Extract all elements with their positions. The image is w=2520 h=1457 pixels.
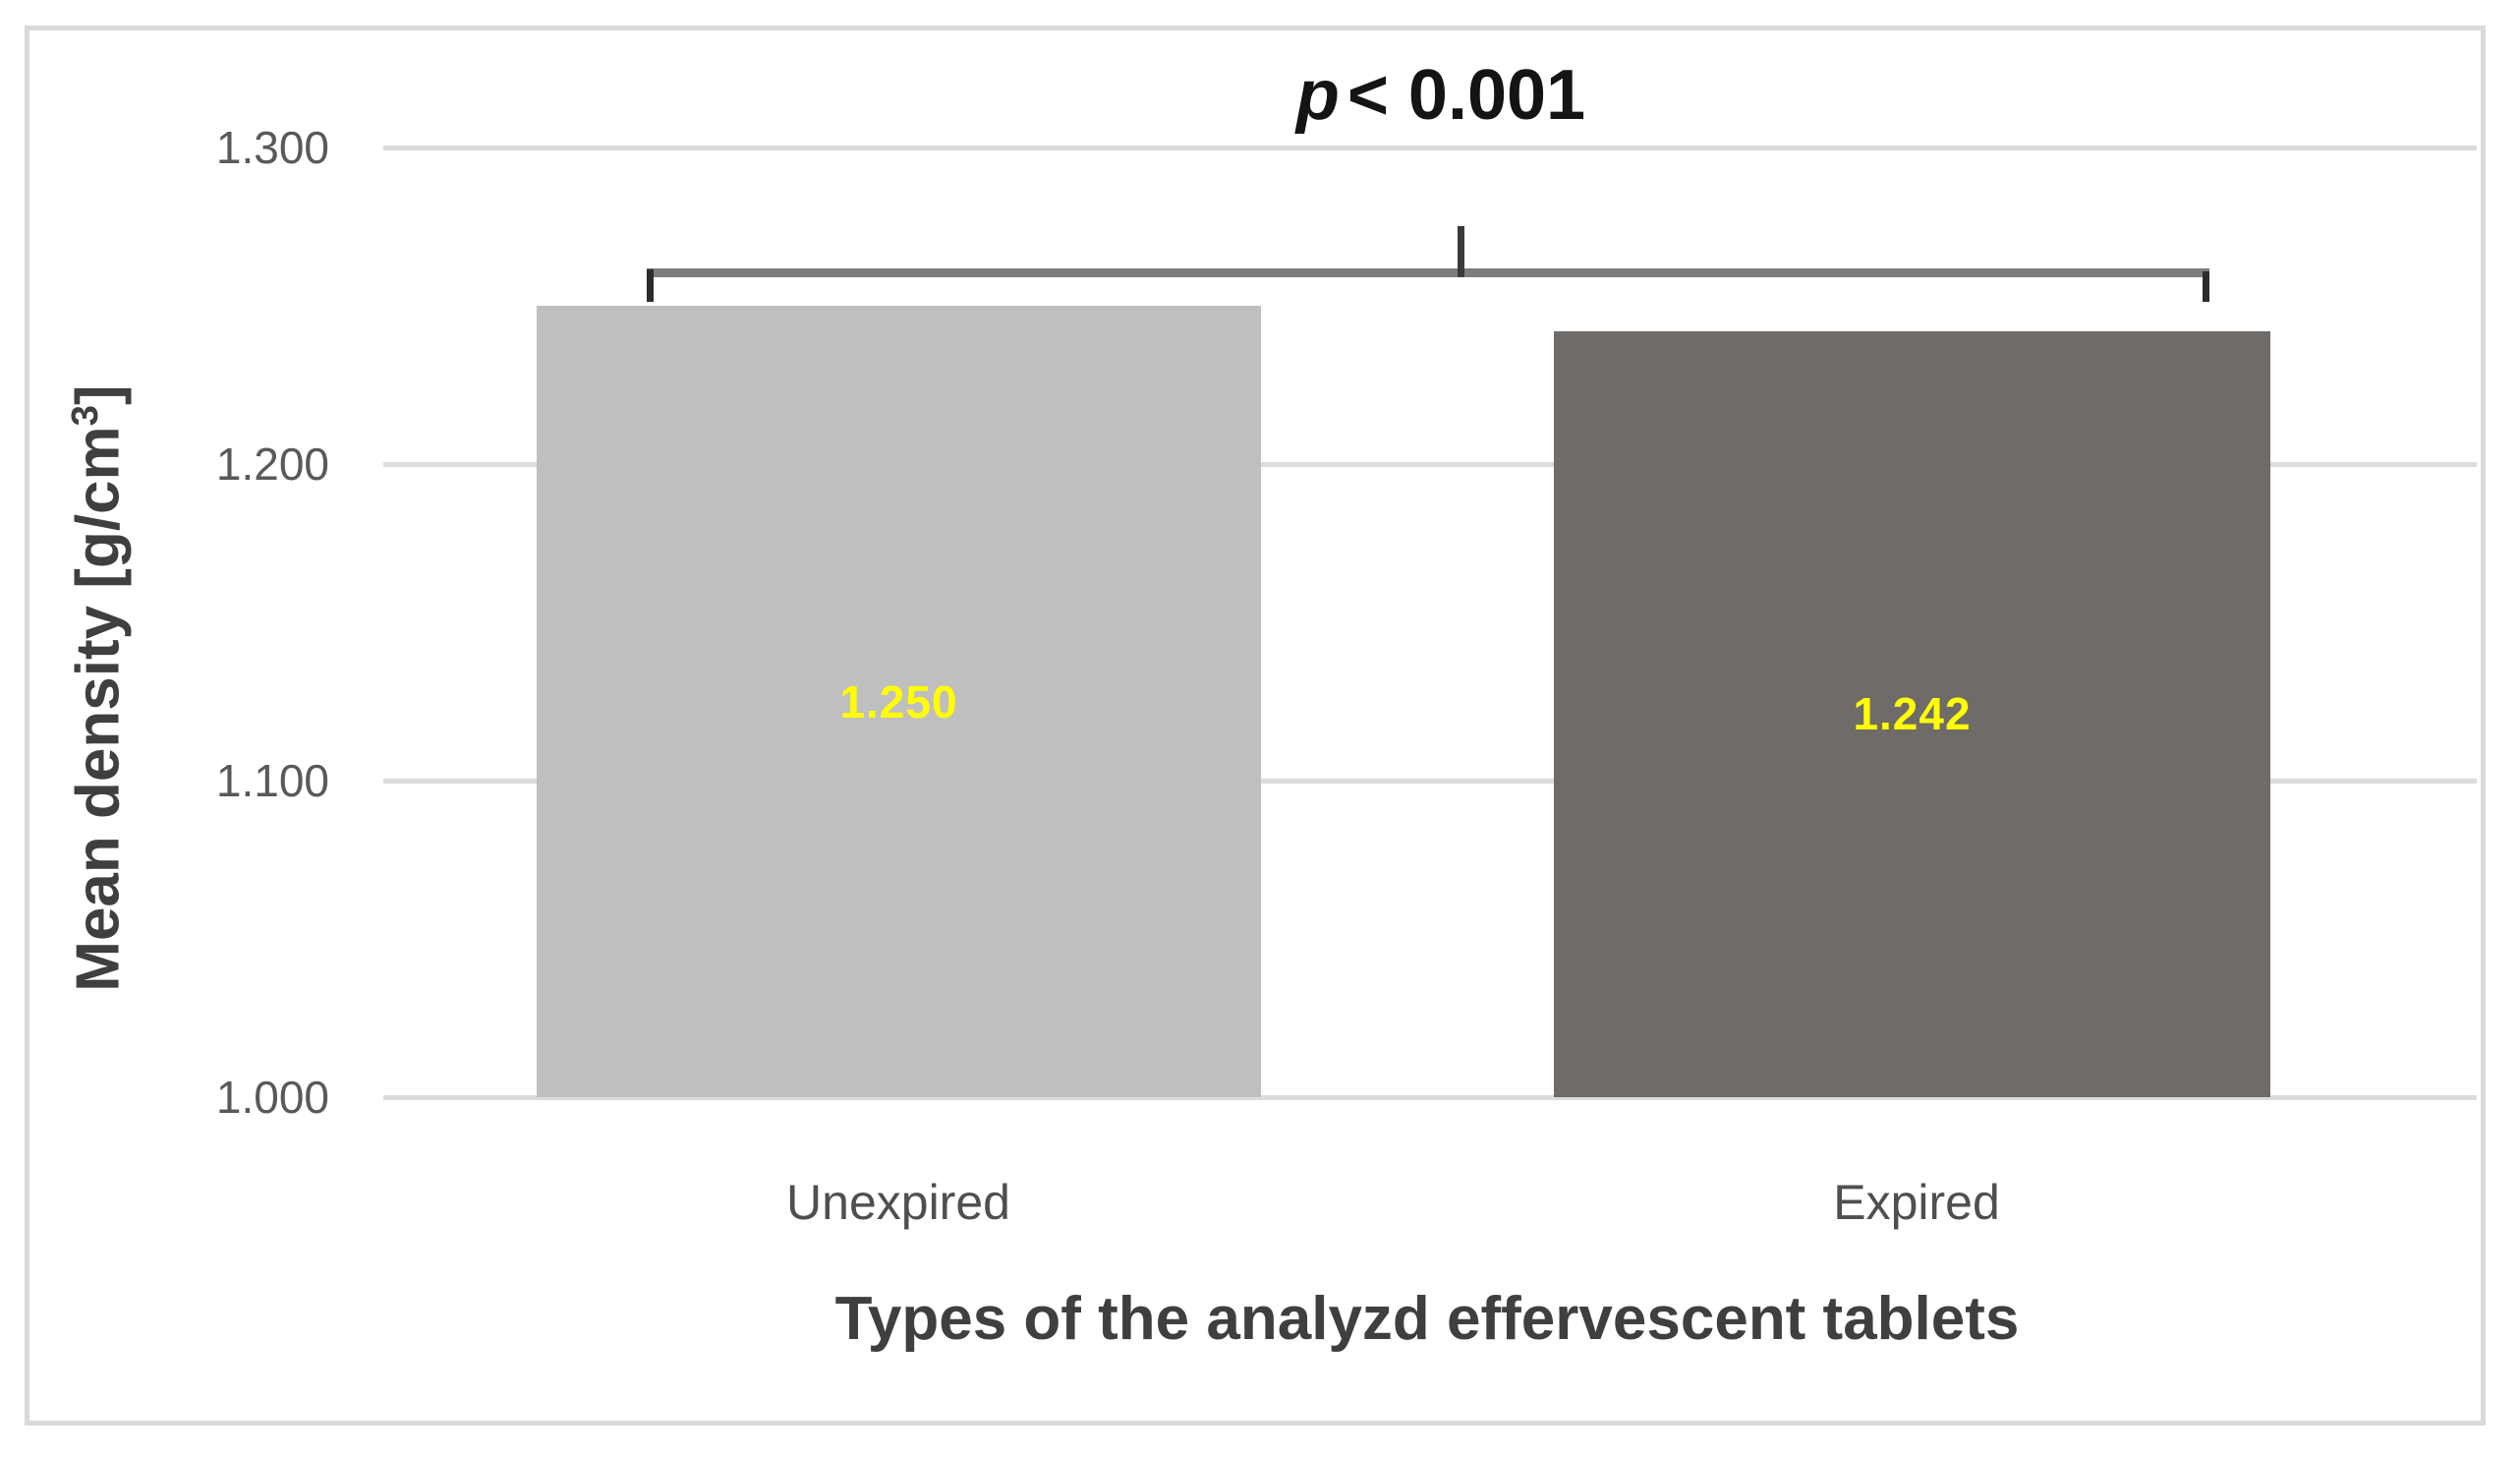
bar-value-label-expired: 1.242 [1853, 688, 1972, 740]
y-axis-title-superscript: 3 [63, 404, 106, 427]
gridline-1000 [383, 1095, 2477, 1100]
significance-bracket-right-tick [2203, 271, 2209, 302]
bar-expired: 1.242 [1554, 330, 2270, 1097]
y-tick-label-1100: 1.100 [215, 755, 329, 806]
category-label-expired: Expired [1833, 1175, 2000, 1230]
p-variable: p [1295, 56, 1340, 135]
y-tick-label-1000: 1.000 [215, 1072, 329, 1123]
gridline-1100 [383, 779, 2477, 784]
p-relation: < 0.001 [1346, 56, 1586, 135]
y-tick-label-1300: 1.300 [215, 122, 329, 173]
gridline-1200 [383, 462, 2477, 467]
y-axis-title: Mean density [g/cm3] [64, 384, 134, 991]
gridline-1300 [383, 146, 2477, 150]
significance-bracket-left-tick [647, 269, 654, 302]
x-axis-title: Types of the analyzd effervescent tablet… [834, 1285, 2020, 1353]
significance-annotation: p < 0.001 [1296, 55, 1585, 136]
bar-value-label-unexpired: 1.250 [839, 675, 958, 728]
category-label-unexpired: Unexpired [786, 1175, 1010, 1230]
y-axis-title-end: ] [64, 384, 133, 405]
y-axis-title-main: Mean density [g/cm [64, 426, 133, 992]
bar-unexpired: 1.250 [537, 306, 1261, 1097]
significance-bracket-bar [647, 268, 2209, 277]
significance-bracket-center-tick [1458, 226, 1464, 277]
y-tick-label-1200: 1.200 [215, 438, 329, 490]
plot-area: 1.250 1.242 [383, 146, 2477, 1100]
